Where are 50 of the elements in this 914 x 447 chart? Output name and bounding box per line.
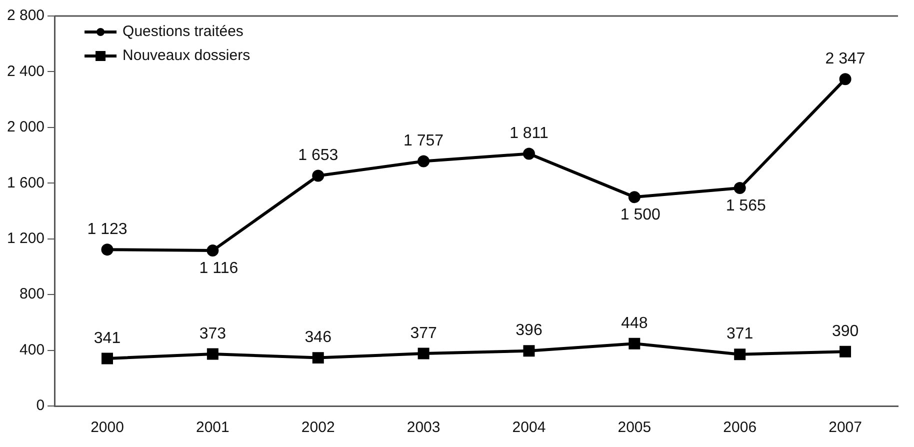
point (418, 155, 430, 168)
x-tick-label: 2007 (828, 419, 862, 436)
data-label: 448 (621, 315, 648, 332)
data-label: 371 (726, 326, 754, 343)
x-tick-label: 2002 (301, 419, 335, 436)
point (523, 345, 535, 357)
data-label: 373 (199, 325, 226, 342)
x-tick-label: 2004 (512, 419, 546, 436)
data-label: 396 (516, 322, 542, 340)
data-label: 1 500 (620, 206, 661, 224)
y-tick-label: 1 600 (6, 174, 45, 192)
x-tick-label: 2005 (618, 419, 652, 436)
data-label: 1 811 (510, 125, 549, 142)
point (206, 348, 218, 360)
legend-label: Questions traitées (122, 23, 244, 40)
data-label: 341 (94, 330, 121, 347)
x-tick-label: 2003 (406, 419, 440, 436)
data-label: 2 347 (825, 50, 866, 68)
point (839, 73, 852, 86)
point (628, 338, 640, 350)
point (312, 170, 324, 182)
data-label: 377 (410, 324, 437, 342)
data-label: 1 757 (404, 132, 444, 150)
point (418, 348, 430, 360)
x-tick-label: 2001 (196, 419, 230, 436)
data-label: 1 123 (87, 220, 128, 238)
point (628, 191, 640, 204)
x-tick-label: 2006 (723, 419, 757, 436)
point (840, 346, 852, 358)
point (734, 182, 746, 194)
legend-label: Nouveaux dossiers (122, 47, 250, 64)
point (206, 244, 219, 257)
y-tick-label: 2 000 (6, 118, 45, 136)
point (102, 352, 113, 364)
point (734, 348, 746, 360)
data-label: 346 (304, 329, 332, 346)
data-label: 1 116 (199, 260, 238, 277)
y-tick-label: 400 (20, 341, 45, 358)
point (522, 148, 535, 160)
point (312, 352, 324, 364)
data-label: 390 (832, 323, 859, 340)
y-tick-label: 2 400 (6, 62, 45, 80)
y-tick-label: 0 (36, 397, 45, 414)
y-tick-label: 1 200 (6, 230, 45, 247)
data-label: 1 653 (298, 147, 338, 164)
point (101, 244, 114, 256)
x-tick-label: 2000 (90, 419, 124, 436)
y-tick-label: 2 800 (6, 7, 45, 24)
y-tick-label: 800 (20, 286, 45, 303)
data-label: 1 565 (726, 197, 766, 214)
